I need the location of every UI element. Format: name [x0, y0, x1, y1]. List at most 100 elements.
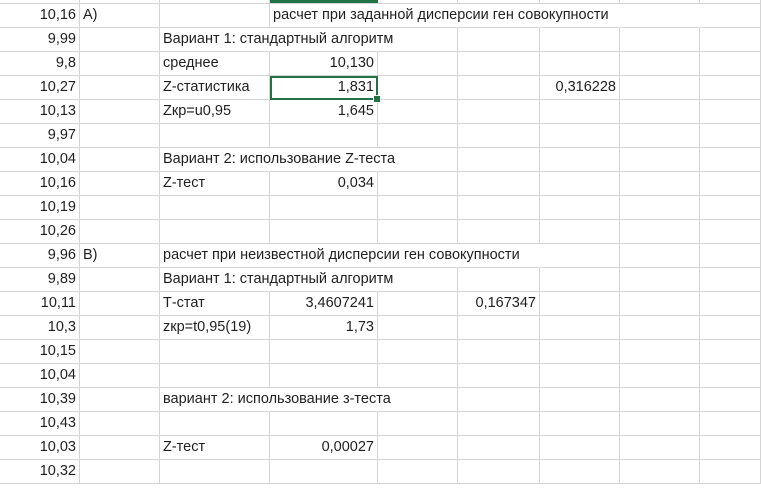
empty-cell[interactable]	[80, 412, 160, 436]
empty-cell[interactable]	[540, 316, 620, 340]
empty-cell[interactable]	[620, 340, 700, 364]
empty-cell[interactable]	[620, 52, 700, 76]
empty-cell[interactable]	[620, 76, 700, 100]
empty-cell[interactable]	[540, 364, 620, 388]
empty-cell[interactable]	[80, 436, 160, 460]
section-b-variant1-title[interactable]: Вариант 1: стандартный алгоритм	[160, 268, 393, 292]
empty-cell[interactable]	[80, 100, 160, 124]
section-a-header[interactable]: расчет при заданной дисперсии ген совоку…	[270, 4, 609, 28]
empty-cell[interactable]	[160, 460, 270, 484]
empty-cell[interactable]	[620, 412, 700, 436]
empty-cell[interactable]	[270, 460, 378, 484]
empty-cell[interactable]	[540, 388, 620, 412]
empty-cell[interactable]	[458, 388, 540, 412]
empty-cell[interactable]	[458, 4, 540, 28]
z-stat-value[interactable]: 1,831	[270, 76, 381, 103]
empty-cell[interactable]	[700, 196, 761, 220]
data-cell-a[interactable]: 10,43	[0, 412, 80, 436]
z-stat-label[interactable]: Z-статистика	[160, 76, 270, 100]
empty-cell[interactable]	[378, 268, 458, 292]
z-crit-value[interactable]: 1,645	[270, 100, 378, 124]
empty-cell[interactable]	[620, 220, 700, 244]
empty-cell[interactable]	[378, 220, 458, 244]
empty-cell[interactable]	[160, 220, 270, 244]
data-cell-a[interactable]: 10,15	[0, 340, 80, 364]
data-cell-a[interactable]: 10,16	[0, 172, 80, 196]
empty-cell[interactable]	[540, 268, 620, 292]
empty-cell[interactable]	[458, 268, 540, 292]
data-cell-a[interactable]: 9,8	[0, 52, 80, 76]
empty-cell[interactable]	[700, 292, 761, 316]
empty-cell[interactable]	[160, 124, 270, 148]
section-b-variant2-title[interactable]: вариант 2: использование з-теста	[160, 388, 391, 412]
z-test-b-value[interactable]: 0,00027	[270, 436, 378, 460]
empty-cell[interactable]	[160, 364, 270, 388]
empty-cell[interactable]	[160, 412, 270, 436]
empty-cell[interactable]	[270, 364, 378, 388]
empty-cell[interactable]	[700, 148, 761, 172]
empty-cell[interactable]	[80, 172, 160, 196]
empty-cell[interactable]	[458, 364, 540, 388]
section-b-header[interactable]: расчет при неизвестной дисперсии ген сов…	[160, 244, 520, 268]
empty-cell[interactable]	[378, 124, 458, 148]
empty-cell[interactable]	[458, 28, 540, 52]
empty-cell[interactable]	[270, 148, 378, 172]
empty-cell[interactable]	[540, 172, 620, 196]
empty-cell[interactable]	[378, 292, 458, 316]
empty-cell[interactable]	[378, 364, 458, 388]
t-stat-value[interactable]: 3,4607241	[270, 292, 378, 316]
empty-cell[interactable]	[620, 292, 700, 316]
empty-cell[interactable]	[458, 100, 540, 124]
empty-cell[interactable]	[378, 412, 458, 436]
empty-cell[interactable]	[270, 388, 378, 412]
empty-cell[interactable]	[80, 76, 160, 100]
data-cell-a[interactable]: 9,99	[0, 28, 80, 52]
empty-cell[interactable]	[270, 412, 378, 436]
data-cell-a[interactable]: 10,26	[0, 220, 80, 244]
empty-cell[interactable]	[700, 28, 761, 52]
data-cell-a[interactable]: 10,16	[0, 4, 80, 28]
z-test-value[interactable]: 0,034	[270, 172, 378, 196]
section-a-label[interactable]: A)	[80, 4, 160, 28]
empty-cell[interactable]	[378, 28, 458, 52]
data-cell-a[interactable]: 9,89	[0, 268, 80, 292]
empty-cell[interactable]	[458, 196, 540, 220]
empty-cell[interactable]	[458, 148, 540, 172]
empty-cell[interactable]	[540, 28, 620, 52]
empty-cell[interactable]	[378, 172, 458, 196]
empty-cell[interactable]	[270, 28, 378, 52]
empty-cell[interactable]	[700, 364, 761, 388]
empty-cell[interactable]	[620, 148, 700, 172]
empty-cell[interactable]	[80, 148, 160, 172]
empty-cell[interactable]	[270, 340, 378, 364]
empty-cell[interactable]	[80, 460, 160, 484]
empty-cell[interactable]	[620, 460, 700, 484]
empty-cell[interactable]	[458, 124, 540, 148]
data-cell-a[interactable]: 10,11	[0, 292, 80, 316]
empty-cell[interactable]	[700, 340, 761, 364]
data-cell-a[interactable]: 10,13	[0, 100, 80, 124]
empty-cell[interactable]	[80, 268, 160, 292]
empty-cell[interactable]	[80, 316, 160, 340]
mean-label[interactable]: среднее	[160, 52, 270, 76]
empty-cell[interactable]	[80, 124, 160, 148]
empty-cell[interactable]	[270, 244, 378, 268]
z-test-label[interactable]: Z-тест	[160, 172, 270, 196]
empty-cell[interactable]	[700, 124, 761, 148]
empty-cell[interactable]	[378, 244, 458, 268]
t-crit-value[interactable]: 1,73	[270, 316, 378, 340]
empty-cell[interactable]	[378, 316, 458, 340]
empty-cell[interactable]	[80, 220, 160, 244]
empty-cell[interactable]	[540, 436, 620, 460]
data-cell-a[interactable]: 10,04	[0, 364, 80, 388]
empty-cell[interactable]	[458, 244, 540, 268]
empty-cell[interactable]	[620, 124, 700, 148]
empty-cell[interactable]	[458, 412, 540, 436]
empty-cell[interactable]	[378, 4, 458, 28]
empty-cell[interactable]	[700, 244, 761, 268]
empty-cell[interactable]	[458, 52, 540, 76]
empty-cell[interactable]	[540, 148, 620, 172]
empty-cell[interactable]	[80, 28, 160, 52]
empty-cell[interactable]	[540, 196, 620, 220]
empty-cell[interactable]	[458, 172, 540, 196]
